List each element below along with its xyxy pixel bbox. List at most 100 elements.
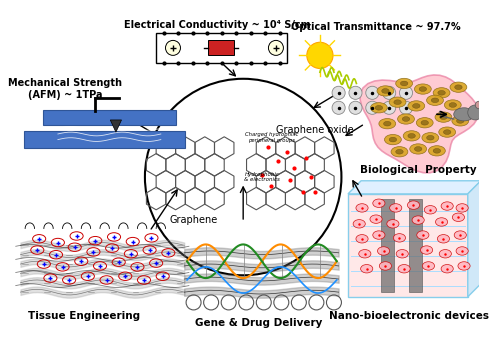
Text: Charged hydrophilic
peripheral groups: Charged hydrophilic peripheral groups [244,132,298,143]
Bar [156,33,287,63]
Text: Graphene oxide: Graphene oxide [276,125,354,135]
Ellipse shape [391,147,408,157]
Ellipse shape [408,101,424,111]
Ellipse shape [450,82,467,92]
Ellipse shape [384,121,391,126]
Circle shape [366,101,379,114]
Circle shape [400,101,412,114]
Circle shape [382,86,396,99]
Ellipse shape [412,104,420,108]
Text: Hydrophobic
& electronics: Hydrophobic & electronics [244,171,280,182]
Ellipse shape [449,103,456,107]
Ellipse shape [400,81,408,86]
Ellipse shape [438,235,450,243]
Text: Gene & Drug Delivery: Gene & Drug Delivery [196,318,323,328]
Ellipse shape [398,114,414,124]
Ellipse shape [402,117,409,121]
Text: Nano-bioelectronic devices: Nano-bioelectronic devices [329,311,489,321]
Ellipse shape [356,204,368,212]
Ellipse shape [454,231,466,239]
Circle shape [349,101,362,114]
Circle shape [349,86,362,99]
Circle shape [332,101,345,114]
Ellipse shape [439,250,452,258]
Ellipse shape [396,78,412,89]
Polygon shape [348,181,481,194]
Ellipse shape [456,119,464,123]
Ellipse shape [387,220,399,228]
Circle shape [307,42,333,69]
Ellipse shape [435,112,452,122]
Ellipse shape [394,100,402,104]
Text: Mechanical Strength
(AFM) ~ 1TPa: Mechanical Strength (AFM) ~ 1TPa [8,78,122,100]
Ellipse shape [414,84,432,94]
FancyBboxPatch shape [24,131,185,148]
Ellipse shape [370,103,388,113]
Ellipse shape [424,206,436,214]
Text: Biological  Property: Biological Property [360,165,476,175]
Ellipse shape [412,216,424,224]
Ellipse shape [370,215,382,223]
Ellipse shape [358,250,371,258]
Circle shape [468,105,482,120]
Ellipse shape [438,91,446,95]
Ellipse shape [428,146,446,156]
Ellipse shape [426,95,444,105]
Ellipse shape [419,87,426,91]
Text: Optical Transmittance ~ 97.7%: Optical Transmittance ~ 97.7% [291,22,461,32]
Ellipse shape [353,220,366,228]
Ellipse shape [373,199,385,207]
Ellipse shape [444,100,461,110]
Ellipse shape [403,131,420,141]
Ellipse shape [440,115,447,120]
Circle shape [476,101,482,109]
Circle shape [400,86,412,99]
Circle shape [382,101,396,114]
Ellipse shape [360,264,373,273]
Ellipse shape [389,97,406,107]
Ellipse shape [432,98,439,103]
Ellipse shape [439,127,456,137]
Polygon shape [110,120,122,132]
Bar [208,40,234,55]
Ellipse shape [421,120,428,125]
Text: Electrical Conductivity ~ 10⁴ S/cm: Electrical Conductivity ~ 10⁴ S/cm [124,21,310,31]
Ellipse shape [408,133,416,138]
Ellipse shape [456,247,468,255]
Ellipse shape [422,262,434,270]
Ellipse shape [433,148,440,153]
Ellipse shape [422,132,439,143]
Ellipse shape [441,202,454,210]
Circle shape [268,40,283,55]
Ellipse shape [433,88,450,98]
Ellipse shape [398,264,410,273]
Polygon shape [468,181,481,297]
Text: Graphene: Graphene [170,215,218,225]
Ellipse shape [458,262,470,270]
Bar [409,198,422,292]
Ellipse shape [145,79,342,275]
Ellipse shape [420,246,432,254]
Ellipse shape [380,262,392,270]
Text: Tissue Engineering: Tissue Engineering [28,311,140,321]
Ellipse shape [408,201,420,209]
Ellipse shape [394,234,406,242]
Ellipse shape [454,108,474,121]
Ellipse shape [441,264,454,273]
Ellipse shape [444,130,451,135]
Circle shape [366,86,379,99]
Ellipse shape [375,105,382,110]
Ellipse shape [390,204,402,212]
Ellipse shape [389,137,396,142]
Ellipse shape [414,147,422,151]
Bar [380,198,394,292]
Ellipse shape [410,144,426,154]
Ellipse shape [417,231,429,239]
Ellipse shape [377,86,394,96]
Ellipse shape [382,89,389,93]
Ellipse shape [396,149,403,154]
Ellipse shape [436,218,448,226]
Ellipse shape [379,119,396,129]
Ellipse shape [384,135,402,145]
Ellipse shape [356,235,368,243]
